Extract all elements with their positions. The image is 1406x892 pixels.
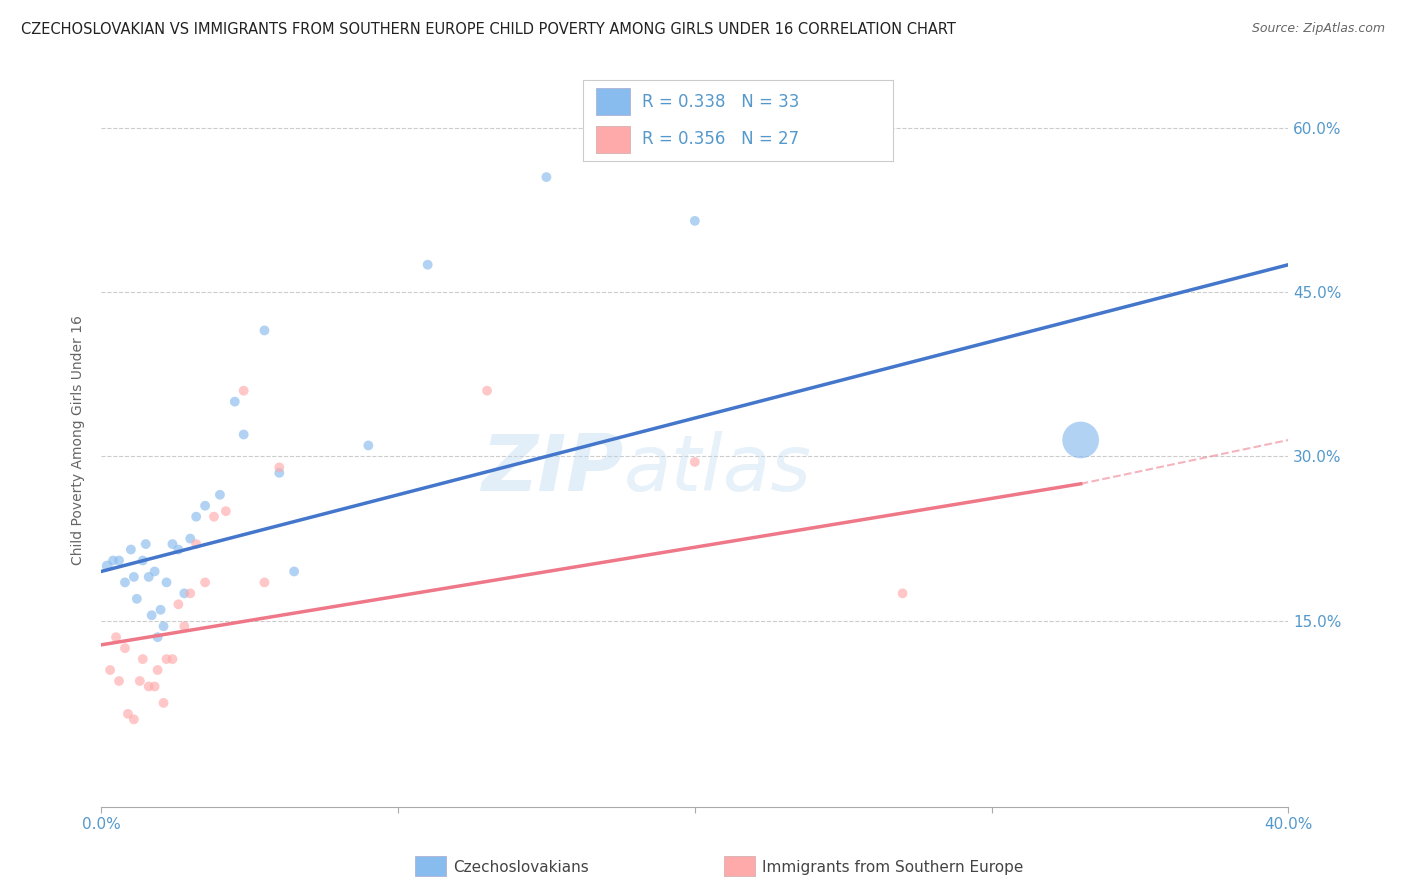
Point (269, 466, 291, 480)
Point (149, 603, 172, 617)
FancyBboxPatch shape (596, 88, 630, 115)
Point (138, 680, 160, 694)
Text: Immigrants from Southern Europe: Immigrants from Southern Europe (762, 860, 1024, 874)
Point (146, 630, 169, 644)
Point (125, 591, 148, 606)
Point (114, 641, 136, 656)
Point (253, 323, 276, 337)
Text: CZECHOSLOVAKIAN VS IMMIGRANTS FROM SOUTHERN EUROPE CHILD POVERTY AMONG GIRLS UND: CZECHOSLOVAKIAN VS IMMIGRANTS FROM SOUTH… (21, 22, 956, 37)
Point (1070, 433, 1092, 447)
Point (179, 586, 201, 600)
Point (132, 553, 155, 567)
Point (475, 384, 498, 398)
Point (143, 565, 166, 579)
Point (155, 575, 177, 590)
Point (232, 384, 254, 398)
Point (135, 537, 157, 551)
Point (186, 537, 208, 551)
Text: atlas: atlas (624, 432, 811, 508)
Point (105, 630, 128, 644)
Point (155, 652, 177, 666)
Text: Source: ZipAtlas.com: Source: ZipAtlas.com (1251, 22, 1385, 36)
Point (269, 460, 291, 475)
Point (146, 663, 169, 677)
Point (117, 706, 139, 721)
Point (208, 488, 231, 502)
Point (122, 712, 145, 726)
Point (186, 509, 208, 524)
Point (152, 696, 174, 710)
Point (167, 597, 190, 611)
Point (108, 553, 131, 567)
Point (683, 214, 706, 228)
Point (128, 673, 150, 688)
Point (173, 619, 195, 633)
Text: ZIP: ZIP (481, 432, 624, 508)
Point (416, 258, 439, 272)
Point (202, 509, 225, 524)
Text: R = 0.356   N = 27: R = 0.356 N = 27 (643, 130, 800, 148)
Point (232, 427, 254, 442)
Point (114, 575, 136, 590)
Point (162, 652, 184, 666)
Point (101, 553, 124, 567)
Point (138, 570, 160, 584)
Point (283, 565, 305, 579)
Point (143, 680, 166, 694)
FancyBboxPatch shape (596, 126, 630, 153)
Point (96, 558, 118, 573)
Point (253, 575, 276, 590)
Point (152, 619, 174, 633)
Point (194, 499, 217, 513)
Point (891, 586, 914, 600)
Point (122, 570, 145, 584)
Point (357, 438, 380, 452)
Point (132, 652, 155, 666)
Point (179, 532, 201, 546)
Point (683, 455, 706, 469)
Point (215, 504, 238, 518)
Point (536, 169, 558, 184)
Text: Czechoslovakians: Czechoslovakians (453, 860, 589, 874)
Point (173, 586, 195, 600)
Y-axis label: Child Poverty Among Girls Under 16: Child Poverty Among Girls Under 16 (72, 315, 86, 565)
Point (224, 394, 246, 409)
Point (167, 542, 190, 557)
Point (194, 575, 217, 590)
Point (108, 673, 131, 688)
Point (162, 537, 184, 551)
Point (98, 663, 121, 677)
Text: R = 0.338   N = 33: R = 0.338 N = 33 (643, 93, 800, 111)
Point (120, 542, 142, 557)
Point (141, 608, 163, 623)
